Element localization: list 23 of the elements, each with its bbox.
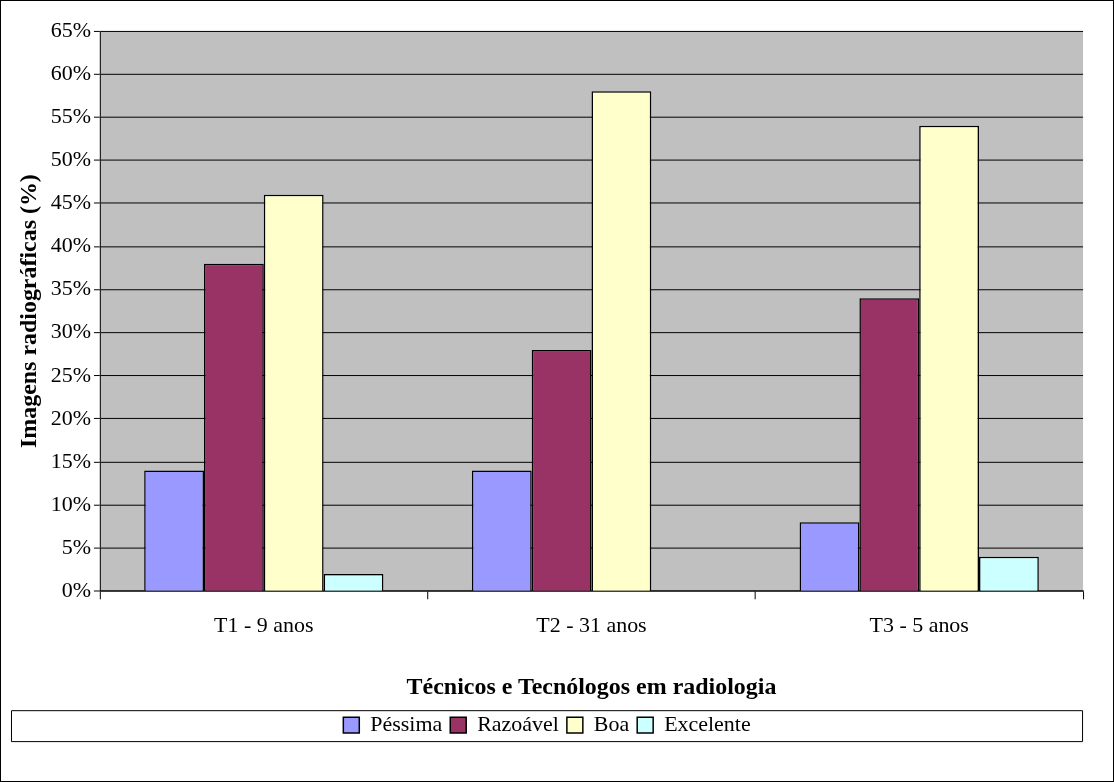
y-tick-label: 40% (50, 232, 91, 258)
y-axis-title: Imagens radiográficas (%) (14, 174, 41, 449)
y-tick-label: 65% (50, 16, 91, 42)
y-tick-label: 20% (50, 404, 91, 430)
y-tick-label: 55% (50, 102, 91, 128)
x-tick-label: T2 - 31 anos (536, 612, 647, 638)
y-tick-label: 5% (61, 533, 91, 559)
y-tick-label: 35% (50, 275, 91, 301)
y-tick-label: 50% (50, 146, 91, 171)
y-tick-label: 45% (50, 189, 91, 215)
y-tick-label: 15% (50, 447, 91, 473)
y-tick-label: 0% (61, 577, 91, 603)
y-tick-label: 25% (50, 361, 91, 387)
legend-label: Péssima (370, 710, 443, 736)
y-tick-label: 30% (50, 318, 91, 344)
x-tick-label: T1 - 9 anos (214, 612, 314, 638)
legend-label: Boa (593, 710, 630, 736)
y-tick-label: 60% (50, 59, 91, 85)
legend-label: Razoável (477, 710, 559, 736)
legend-label: Excelente (664, 710, 751, 736)
x-axis-title: Técnicos e Tecnólogos em radiologia (406, 673, 777, 700)
y-tick-label: 10% (50, 490, 91, 516)
x-tick-label: T3 - 5 anos (869, 612, 969, 638)
